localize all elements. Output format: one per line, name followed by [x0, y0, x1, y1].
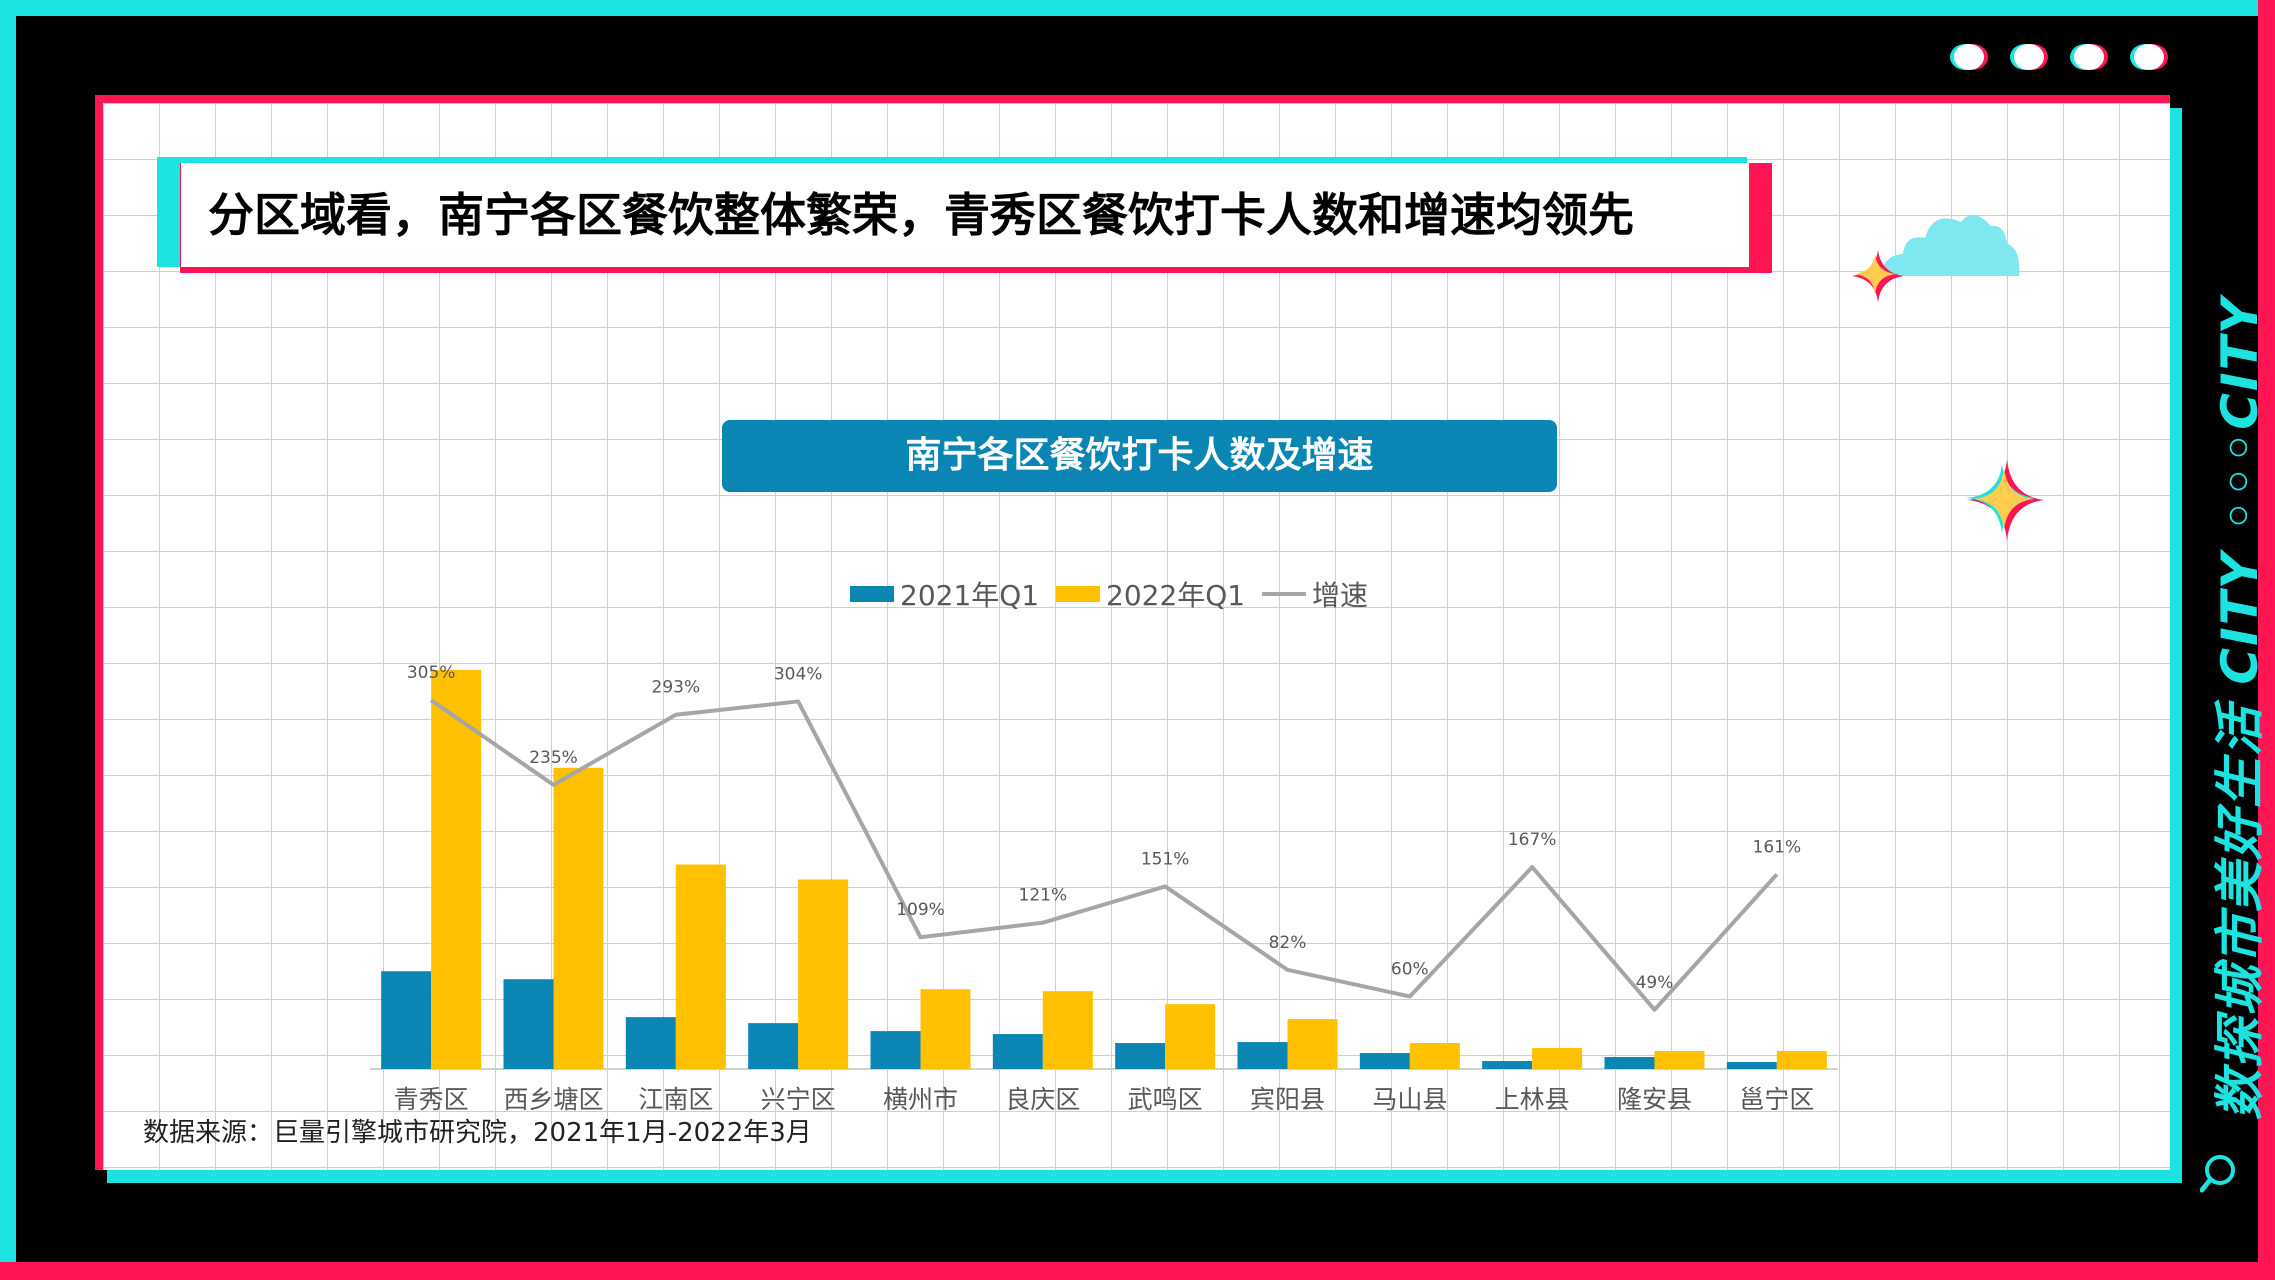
growth-data-label: 167% — [1508, 830, 1557, 850]
dot-1 — [1954, 44, 1984, 70]
chart-title: 南宁各区餐饮打卡人数及增速 — [722, 420, 1557, 492]
search-icon — [2200, 1155, 2235, 1193]
frame-left-border — [0, 0, 16, 1280]
frame-top-border — [0, 0, 2275, 16]
x-tick-label: 西乡塘区 — [503, 1085, 603, 1114]
x-tick-label: 江南区 — [638, 1085, 713, 1114]
bar-2021 — [1237, 1042, 1288, 1069]
headline-box — [181, 163, 1749, 267]
x-tick-label: 横州市 — [883, 1085, 958, 1114]
bar-2021 — [748, 1023, 799, 1069]
legend-swatch-2021 — [850, 586, 894, 602]
bar-2022 — [1165, 1004, 1216, 1069]
source-note: 数据来源：巨量引擎城市研究院，2021年1月-2022年3月 — [143, 1118, 812, 1148]
growth-data-label: 235% — [529, 748, 578, 768]
cloud-icon — [1882, 214, 2020, 276]
dot-2 — [2014, 44, 2044, 70]
bar-2022 — [1287, 1019, 1338, 1069]
x-tick-label: 邕宁区 — [1739, 1085, 1814, 1114]
grid-card — [103, 103, 2170, 1170]
growth-data-label: 161% — [1753, 837, 1802, 857]
bar-2022 — [1409, 1043, 1460, 1069]
x-tick-label: 兴宁区 — [761, 1085, 836, 1114]
bar-2021 — [870, 1031, 921, 1069]
bar-2022 — [431, 670, 482, 1069]
legend-label-growth: 增速 — [1312, 579, 1368, 612]
growth-data-label: 304% — [774, 664, 823, 684]
frame-bottom-border — [0, 1262, 2275, 1280]
bar-2021 — [1726, 1062, 1777, 1069]
bar-2022 — [675, 864, 726, 1069]
growth-data-label: 49% — [1636, 973, 1674, 993]
growth-data-label: 305% — [407, 663, 456, 683]
growth-data-label: 151% — [1141, 849, 1190, 869]
legend-swatch-2022 — [1056, 586, 1100, 602]
x-tick-label: 良庆区 — [1005, 1085, 1080, 1114]
bar-2022 — [920, 989, 971, 1069]
bar-2021 — [381, 971, 432, 1069]
growth-data-label: 109% — [896, 900, 945, 920]
bar-2021 — [625, 1017, 676, 1069]
bar-2022 — [798, 879, 849, 1069]
page-title: 分区域看，南宁各区餐饮整体繁荣，青秀区餐饮打卡人数和增速均领先 — [208, 188, 1634, 242]
bar-2021 — [1115, 1043, 1166, 1069]
bar-2021 — [503, 979, 554, 1069]
bar-2022 — [1042, 991, 1093, 1069]
legend-label-2022: 2022年Q1 — [1106, 579, 1245, 612]
x-tick-label: 隆安县 — [1617, 1085, 1692, 1114]
dot-4 — [2134, 44, 2164, 70]
x-tick-label: 宾阳县 — [1250, 1085, 1325, 1114]
growth-data-label: 293% — [652, 678, 701, 698]
x-tick-label: 武鸣区 — [1128, 1085, 1203, 1114]
bar-2022 — [1654, 1051, 1705, 1069]
growth-line — [430, 698, 1779, 1012]
bar-2022 — [553, 767, 604, 1069]
sparkle-icon — [1966, 460, 2044, 540]
frame-right-border — [2258, 0, 2275, 1280]
dot-3 — [2074, 44, 2104, 70]
bar-2022 — [1532, 1048, 1583, 1069]
x-tick-label: 青秀区 — [394, 1085, 469, 1114]
window-dots — [1954, 44, 2164, 70]
x-tick-label: 马山县 — [1372, 1085, 1447, 1114]
growth-data-label: 60% — [1391, 959, 1429, 979]
growth-data-label: 121% — [1019, 886, 1068, 906]
growth-data-label: 82% — [1269, 933, 1307, 953]
sparkle-icon — [1852, 250, 1904, 302]
legend-label-2021: 2021年Q1 — [900, 579, 1039, 612]
bar-2022 — [1776, 1051, 1827, 1069]
x-tick-label: 上林县 — [1495, 1085, 1570, 1114]
bar-2021 — [992, 1034, 1043, 1069]
bar-2021 — [1359, 1053, 1410, 1069]
bar-2021 — [1604, 1057, 1655, 1069]
bar-2021 — [1482, 1061, 1533, 1069]
